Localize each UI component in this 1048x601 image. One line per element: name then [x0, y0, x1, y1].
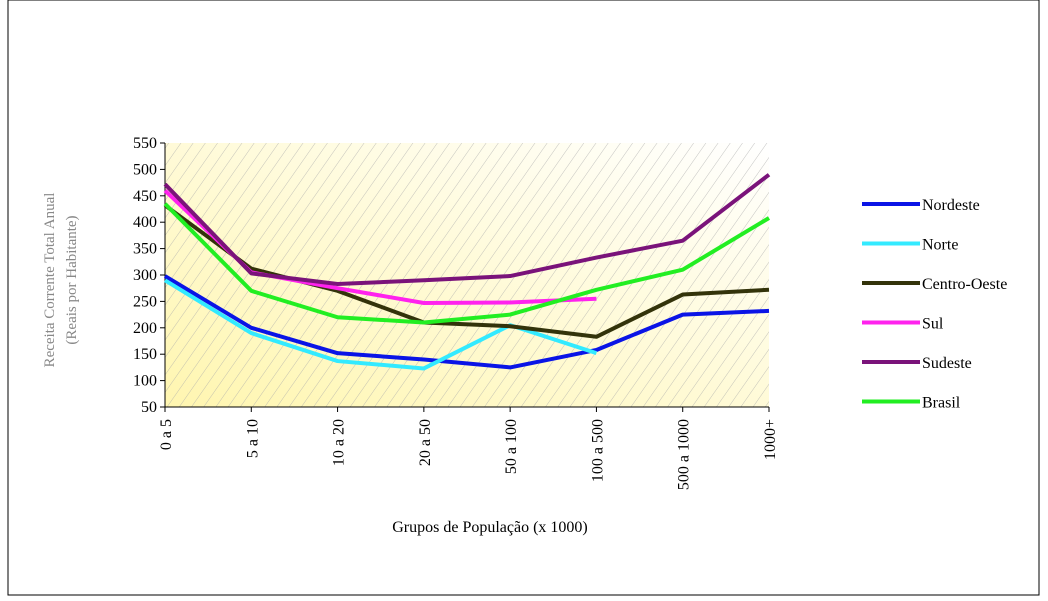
legend-label: Norte: [922, 237, 958, 254]
y-tick-label: 350: [133, 241, 157, 258]
x-tick-label: 10 a 20: [331, 419, 348, 466]
y-axis-title: Receita Corrente Total Anual: [42, 193, 58, 368]
legend-label: Brasil: [922, 395, 961, 412]
series-line: [163, 274, 770, 370]
series-line: [163, 203, 770, 339]
x-tick-label: 5 a 10: [244, 419, 261, 458]
y-tick-label: 100: [133, 373, 157, 390]
y-tick-label: 550: [133, 135, 157, 152]
series-line: [163, 202, 771, 325]
x-tick-label: 0 a 5: [158, 419, 175, 450]
y-axis-title: (Reais por Habitante): [64, 215, 80, 344]
frame: [7, 0, 1040, 596]
legend-label: Sudeste: [922, 355, 972, 372]
y-tick-label: 300: [133, 267, 157, 284]
y-tick-label: 450: [133, 188, 157, 205]
x-tick-label: 1000+: [762, 419, 779, 460]
x-tick-label: 50 a 100: [503, 419, 520, 474]
legend-label: Sul: [922, 316, 944, 333]
y-tick-label: 50: [141, 399, 157, 416]
y-tick-label: 400: [133, 214, 157, 231]
legend-label: Centro-Oeste: [922, 276, 1007, 293]
x-tick-label: 20 a 50: [417, 419, 434, 466]
x-axis-title: Grupos de População (x 1000): [392, 519, 588, 536]
x-tick-label: 100 a 500: [589, 419, 606, 482]
y-tick-label: 250: [133, 293, 157, 310]
y-tick-label: 150: [133, 346, 157, 363]
series-line: [163, 173, 771, 286]
x-tick-label: 500 a 1000: [676, 419, 693, 490]
y-tick-label: 200: [133, 320, 157, 337]
y-tick-label: 500: [133, 161, 157, 178]
legend-label: Nordeste: [922, 197, 980, 214]
